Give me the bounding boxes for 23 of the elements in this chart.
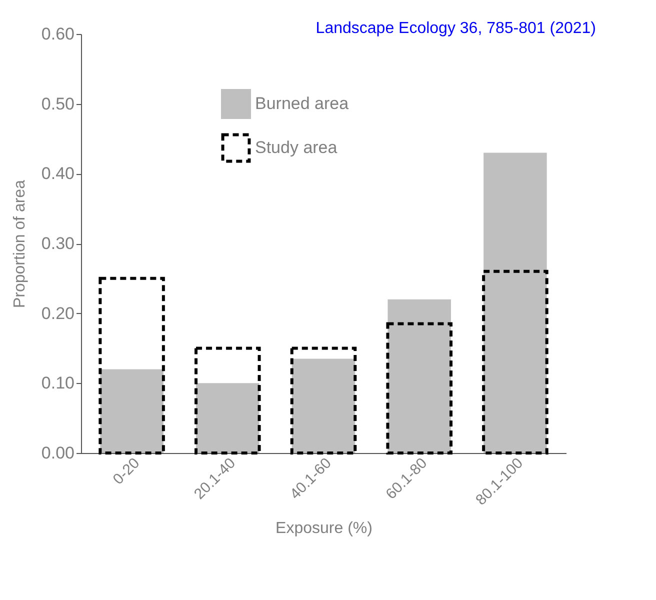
legend-label: Study area xyxy=(255,138,338,157)
bar xyxy=(98,276,165,454)
x-tick-label: 0-20 xyxy=(110,454,144,488)
y-axis-title: Proportion of area xyxy=(11,180,28,308)
bar xyxy=(386,322,452,454)
y-tick-label: 0.30 xyxy=(41,234,74,253)
bar xyxy=(292,358,356,453)
bar xyxy=(482,270,548,454)
legend-label: Burned area xyxy=(255,94,350,113)
y-tick-label: 0.20 xyxy=(41,304,74,323)
bar xyxy=(196,383,260,453)
bar xyxy=(290,346,357,454)
bar xyxy=(100,369,164,453)
y-tick-label: 0.60 xyxy=(41,24,74,44)
y-tick-label: 0.10 xyxy=(41,374,74,393)
annotation: Landscape Ecology 36, 785-801 (2021) xyxy=(316,20,596,37)
bar xyxy=(484,152,547,453)
x-axis-title: Exposure (%) xyxy=(276,520,372,537)
y-tick-label: 0.00 xyxy=(41,444,74,462)
bar xyxy=(194,346,261,454)
y-tick-label: 0.50 xyxy=(41,94,74,114)
bar xyxy=(388,299,451,453)
y-tick-label: 0.40 xyxy=(41,164,74,184)
